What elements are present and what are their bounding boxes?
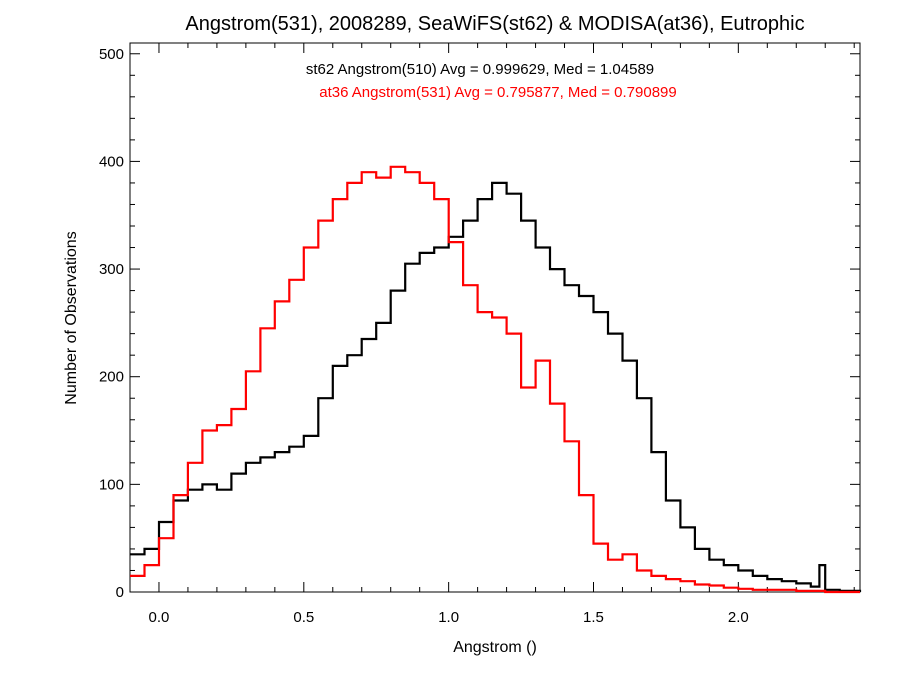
x-tick-label: 1.0 <box>438 609 459 626</box>
plot-frame <box>129 42 861 593</box>
x-tick-label: 2.0 <box>728 609 749 626</box>
series-at36-line <box>130 165 860 594</box>
x-tick-label: 0.0 <box>149 609 170 626</box>
y-tick-label: 300 <box>99 261 124 278</box>
plot-area: 0.0 0.5 1.0 1.5 2.0 0 100 200 300 400 500 <box>99 42 862 626</box>
y-tick-label: 500 <box>99 46 124 63</box>
annotation-st62: st62 Angstrom(510) Avg = 0.999629, Med =… <box>306 61 654 78</box>
y-tick-label: 100 <box>99 476 124 493</box>
x-tick-label: 0.5 <box>293 609 314 626</box>
annotation-at36: at36 Angstrom(531) Avg = 0.795877, Med =… <box>319 84 677 101</box>
y-tick-label: 0 <box>116 584 124 601</box>
y-tick-label: 200 <box>99 369 124 386</box>
y-axis-label: Number of Observations <box>63 231 80 404</box>
chart-title: Angstrom(531), 2008289, SeaWiFS(st62) & … <box>185 13 804 35</box>
series-st62-line <box>130 181 862 592</box>
y-tick-label: 400 <box>99 153 124 170</box>
x-axis-label: Angstrom () <box>453 639 537 656</box>
x-tick-label: 1.5 <box>583 609 604 626</box>
